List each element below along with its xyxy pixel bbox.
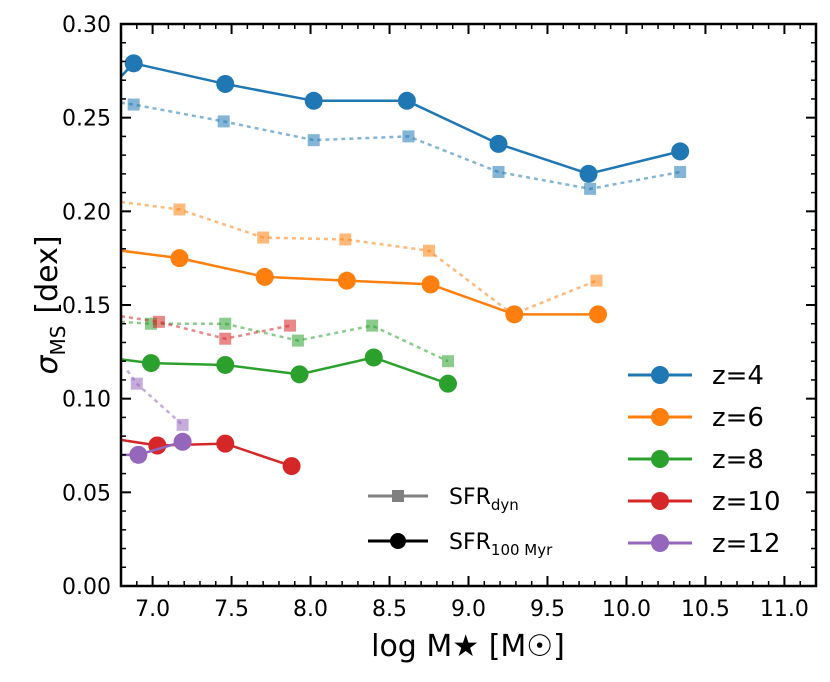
- y-axis-label-symbol: σ: [30, 355, 65, 375]
- series-z6-sfr100-point: [255, 267, 274, 286]
- y-tick-label: 0.10: [62, 388, 111, 413]
- legend-label-z6: z=6: [712, 403, 764, 433]
- x-tick-label: 10.0: [602, 597, 651, 622]
- series-z6-sfrdyn-point: [339, 233, 352, 246]
- x-tick-label: 9.0: [451, 597, 486, 622]
- series-z6-sfr100-point: [337, 271, 356, 290]
- redshift-legend: z=4 z=6 z=8 z=10 z=12: [628, 361, 781, 559]
- series-z4-sfrdyn-point: [217, 115, 230, 128]
- x-tick-label: 8.0: [293, 597, 328, 622]
- series-z4-sfrdyn-point: [402, 130, 415, 143]
- y-tick-label: 0.15: [62, 294, 111, 319]
- series-z4-sfr100-point: [397, 91, 416, 110]
- series-z8-sfr100-point: [142, 354, 161, 373]
- series-z8-sfr100-point: [364, 348, 383, 367]
- legend-marker-z6: [651, 408, 669, 426]
- legend-label-z10: z=10: [712, 487, 781, 517]
- sfr-100myr-legend-sub: 100 Myr: [491, 541, 553, 559]
- y-tick-label: 0.00: [62, 575, 111, 600]
- sfr-dyn-legend-label: SFRdyn: [449, 485, 519, 514]
- series-z4-sfrdyn-line: [121, 101, 681, 191]
- series-z10-sfrdyn-point: [219, 332, 232, 345]
- series-z12-sfr100-point: [129, 445, 148, 464]
- series-z8-sfrdyn-point: [291, 334, 304, 347]
- series-z4-sfrdyn-point: [492, 165, 505, 178]
- x-axis-label: log M★ [M☉]: [371, 629, 565, 664]
- y-tick-label: 0.20: [62, 200, 111, 225]
- x-tick-label: 7.0: [135, 597, 170, 622]
- series-z10-sfrdyn-point: [152, 315, 165, 328]
- series-z6-sfrdyn-point: [173, 203, 186, 216]
- series-z6-sfr100-point: [505, 305, 524, 324]
- series-z4-sfr100-point: [671, 142, 690, 161]
- sfr-100myr-legend-label: SFR100 Myr: [449, 530, 553, 559]
- y-axis-label-unit: [dex]: [30, 235, 65, 313]
- series-z8-sfr100-point: [438, 374, 457, 393]
- series-z4-sfr100-point: [489, 134, 508, 153]
- series-z8-sfr100-point: [216, 355, 235, 374]
- legend-label-z12: z=12: [712, 529, 781, 559]
- legend-marker-z12: [651, 534, 669, 552]
- series-z8-sfrdyn-point: [441, 355, 454, 368]
- series-z4-sfrdyn-point: [584, 182, 597, 195]
- series-z8-sfrdyn-point: [366, 319, 379, 332]
- legend-label-z4: z=4: [712, 361, 764, 391]
- sfr-100myr-legend-main: SFR: [449, 530, 491, 555]
- series-z4-sfr100-line: [121, 61, 681, 176]
- series-z4-sfr100-point: [216, 74, 235, 93]
- series-z12-sfrdyn-point: [130, 377, 143, 390]
- series-z4-sfrdyn-point: [127, 98, 140, 111]
- series-z6-sfrdyn-point: [257, 231, 270, 244]
- series-z6-sfrdyn-point: [423, 244, 436, 257]
- y-tick-label: 0.30: [62, 13, 111, 38]
- sfr-dyn-legend-main: SFR: [449, 485, 491, 510]
- series-z4-sfr100-point: [304, 91, 323, 110]
- series-z10-sfrdyn-line: [121, 315, 291, 341]
- series-z6-sfrdyn-point: [590, 274, 603, 287]
- series-z6-sfr100-point: [421, 275, 440, 294]
- style-legend: SFRdyn SFR100 Myr: [368, 485, 553, 559]
- series-z12-sfrdyn-point: [176, 418, 189, 431]
- series-z10-sfr100-point: [282, 457, 301, 476]
- series-z4-sfr100-point: [124, 54, 143, 73]
- x-tick-label: 7.5: [214, 597, 249, 622]
- y-tick-label: 0.25: [62, 107, 111, 132]
- x-tick-label: 10.5: [681, 597, 730, 622]
- legend-marker-z10: [651, 492, 669, 510]
- series-z8-sfr100-point: [290, 365, 309, 384]
- x-tick-label: 8.5: [372, 597, 407, 622]
- series-z8-sfrdyn-point: [219, 317, 232, 330]
- legend-marker-z4: [651, 366, 669, 384]
- series-z10-sfr100-point: [216, 434, 235, 453]
- legend-marker-z8: [651, 450, 669, 468]
- series-z4-sfrdyn-point: [307, 134, 320, 147]
- series-z10-sfrdyn-point: [284, 319, 297, 332]
- sfr-100myr-legend-marker: [390, 533, 406, 549]
- y-tick-label: 0.05: [62, 481, 111, 506]
- series-z6-sfr100-point: [589, 305, 608, 324]
- series-z12-sfr100-point: [173, 432, 192, 451]
- series-z10-sfr100-line: [121, 438, 292, 468]
- y-axis-label-subscript: MS: [46, 326, 70, 356]
- legend-label-z8: z=8: [712, 445, 764, 475]
- series-z6-sfr100-point: [170, 249, 189, 268]
- y-axis-label: σMS [dex]: [30, 235, 70, 374]
- series-z4-sfrdyn-point: [674, 165, 687, 178]
- series-z4-sfr100-point: [579, 164, 598, 183]
- x-tick-label: 11.0: [760, 597, 809, 622]
- sfr-dyn-legend-sub: dyn: [491, 496, 519, 514]
- x-tick-label: 9.5: [530, 597, 565, 622]
- sfr-dyn-legend-marker: [392, 490, 404, 502]
